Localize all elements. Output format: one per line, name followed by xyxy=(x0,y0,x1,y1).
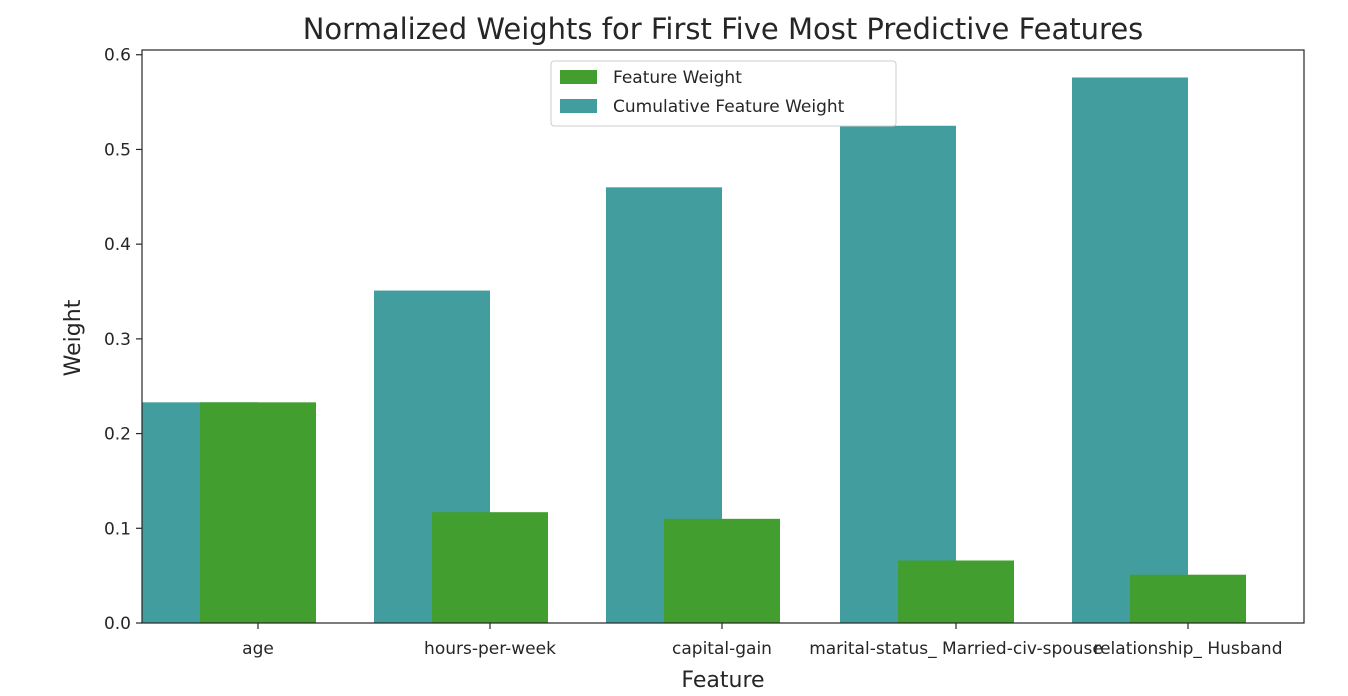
y-tick-label: 0.6 xyxy=(104,46,131,66)
y-tick-label: 0.3 xyxy=(104,330,131,350)
y-axis-ticks: 0.0 0.1 0.2 0.3 0.4 0.5 0.6 xyxy=(104,46,142,634)
x-tick-label: relationship_ Husband xyxy=(1093,639,1282,659)
chart-title: Normalized Weights for First Five Most P… xyxy=(303,12,1144,46)
legend-swatch-0 xyxy=(560,70,597,84)
y-tick-label: 0.5 xyxy=(104,140,131,160)
bar-cumulative-feature-weight-4 xyxy=(1072,77,1188,623)
plot-frame xyxy=(141,49,1305,624)
y-tick-label: 0.1 xyxy=(104,519,131,539)
x-tick-label: age xyxy=(242,639,274,659)
bar-feature-weight-1 xyxy=(432,512,548,623)
y-tick-label: 0.4 xyxy=(104,235,131,255)
legend-swatch-1 xyxy=(560,99,597,113)
x-axis-ticks: age hours-per-week capital-gain marital-sta… xyxy=(242,623,1283,659)
bar-feature-weight-0 xyxy=(200,402,316,623)
x-axis-label: Feature xyxy=(681,668,764,693)
bars-group xyxy=(142,77,1246,624)
y-axis-label: Weight xyxy=(61,299,86,376)
legend-box xyxy=(550,60,897,127)
bar-feature-weight-2 xyxy=(664,518,780,623)
legend-label-1: Cumulative Feature Weight xyxy=(613,97,845,117)
x-tick-label: marital-status_ Married-civ-spouse xyxy=(809,639,1103,659)
x-tick-label: capital-gain xyxy=(672,639,772,659)
x-tick-label: hours-per-week xyxy=(424,639,556,659)
legend: Feature Weight Cumulative Feature Weight xyxy=(550,60,897,127)
bar-feature-weight-3 xyxy=(898,560,1014,623)
legend-label-0: Feature Weight xyxy=(613,68,742,88)
y-tick-label: 0.2 xyxy=(104,425,131,445)
y-tick-label: 0.0 xyxy=(104,614,131,634)
bar-cumulative-feature-weight-3 xyxy=(840,125,956,624)
bar-feature-weight-4 xyxy=(1130,574,1246,623)
